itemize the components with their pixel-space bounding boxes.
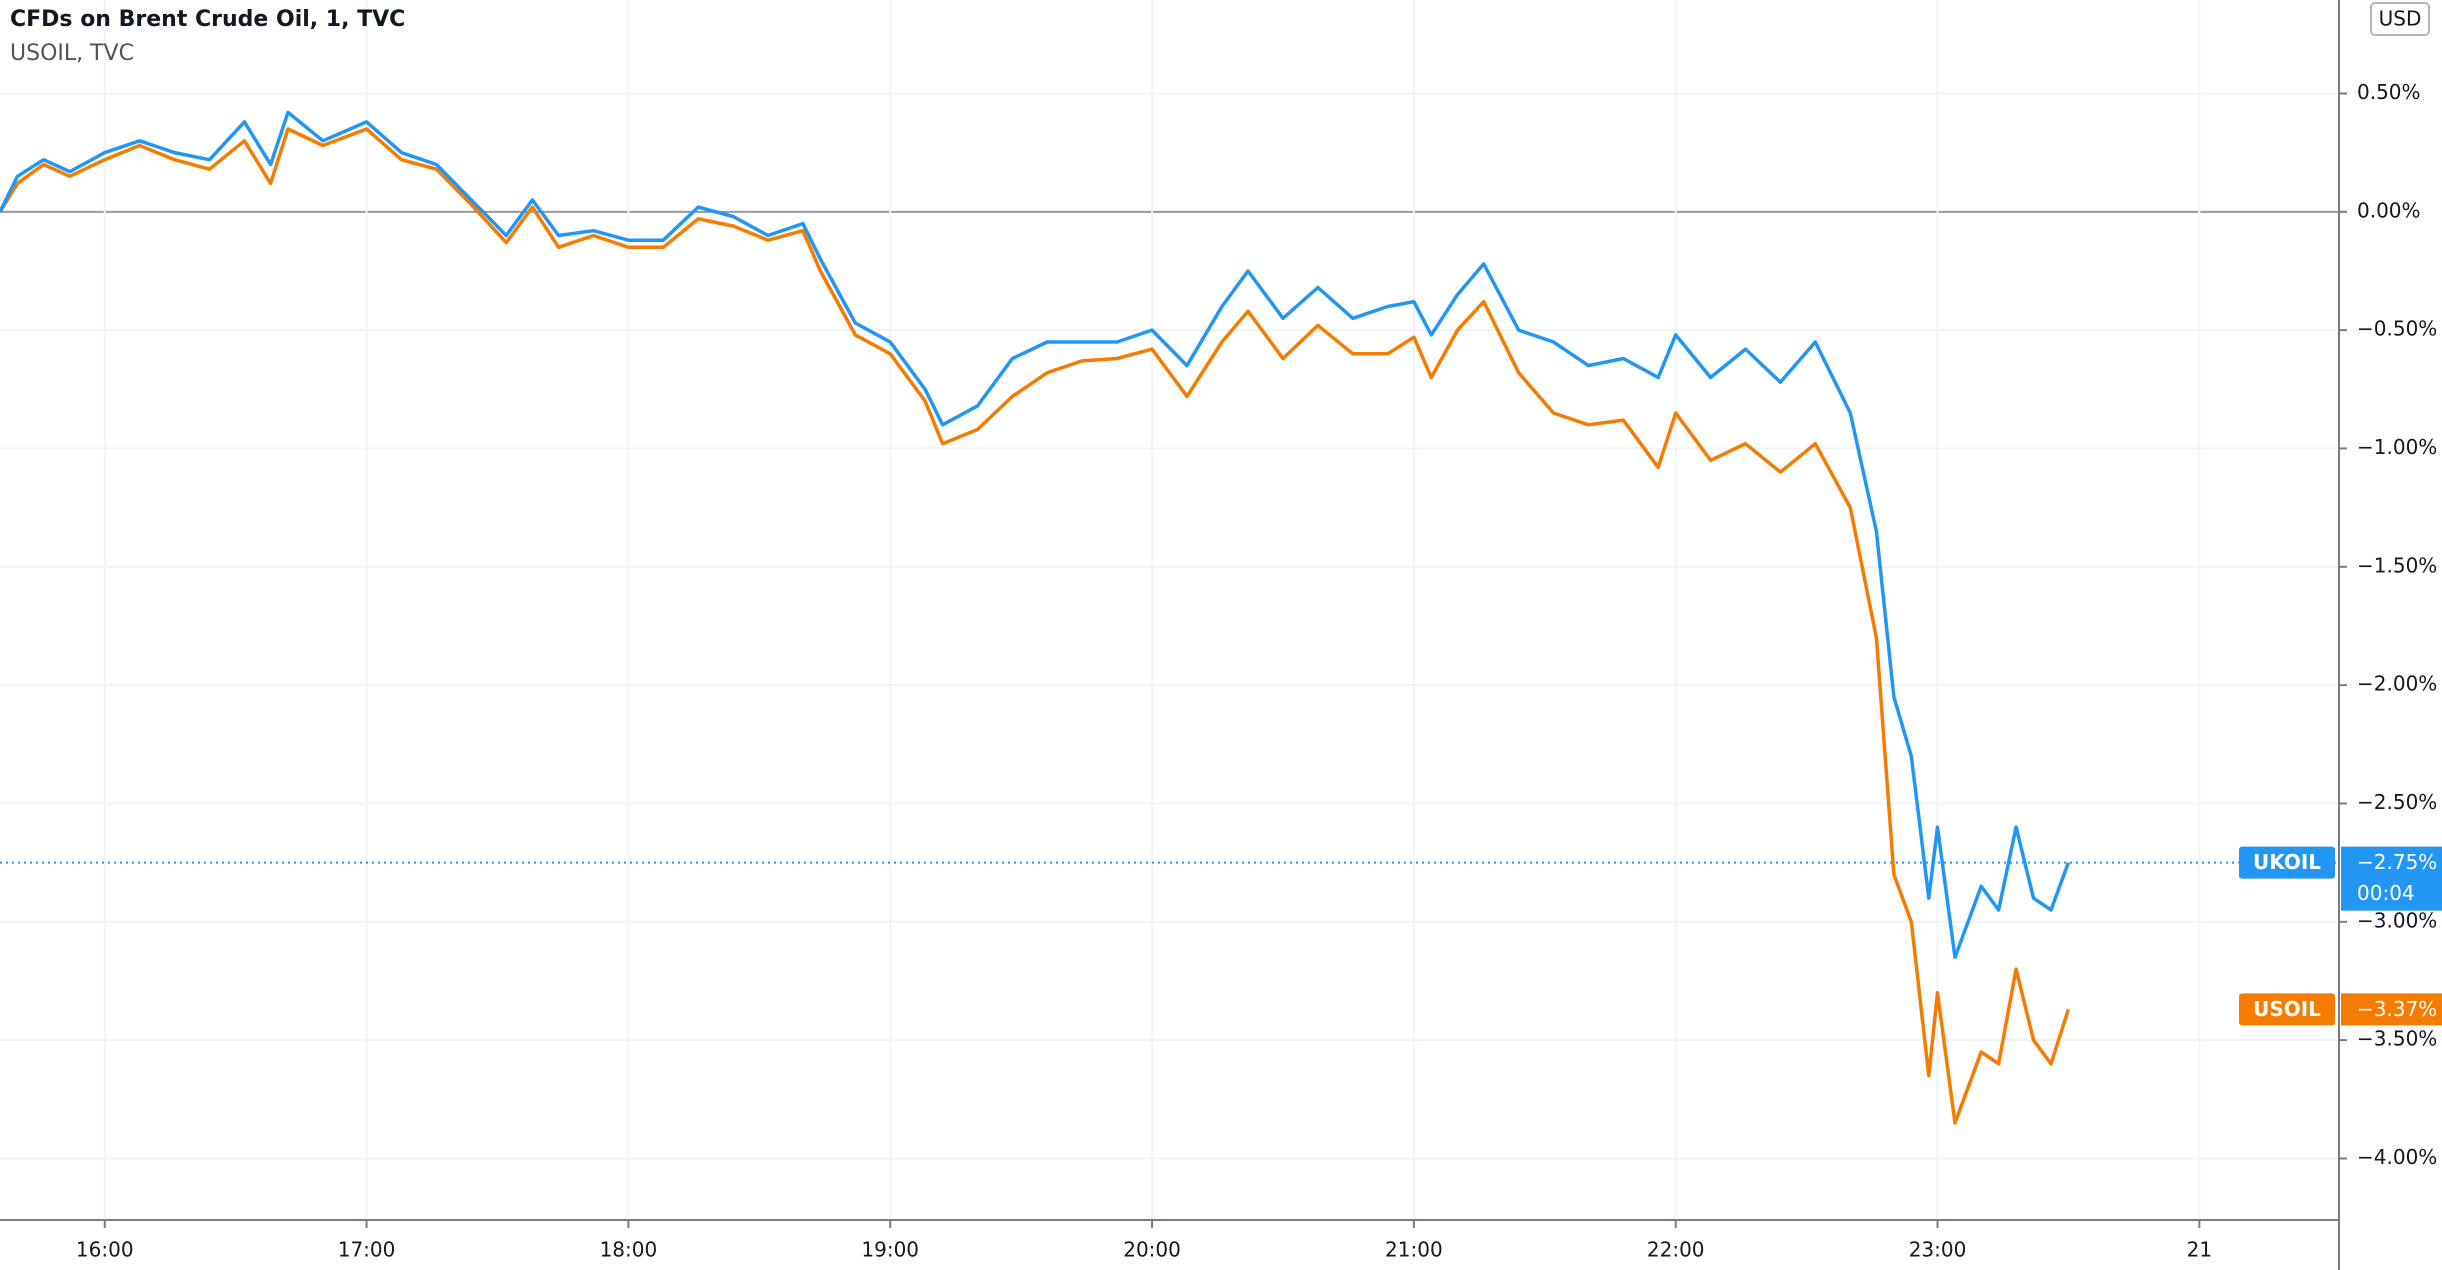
plot xyxy=(0,110,2339,1125)
y-tick-label: 0.00% xyxy=(2357,198,2421,222)
x-tick-label: 16:00 xyxy=(76,1238,134,1262)
x-tick-label: 22:00 xyxy=(1647,1238,1705,1262)
y-tick-label: −3.50% xyxy=(2357,1027,2437,1051)
x-tick-label: 21 xyxy=(2187,1238,2212,1262)
chart-title: CFDs on Brent Crude Oil, 1, TVC xyxy=(10,7,405,32)
currency-label[interactable]: USD xyxy=(2379,7,2422,31)
series-name: UKOIL xyxy=(2253,850,2321,874)
y-tick-label: −2.50% xyxy=(2357,790,2437,814)
labels: 0.50% 0.00% −0.50% −1.00% −1.50% −2.00% −2.50%… xyxy=(76,80,2442,1262)
x-tick-label: 20:00 xyxy=(1123,1238,1181,1262)
y-tick-label: −3.00% xyxy=(2357,908,2437,932)
countdown: 00:04 xyxy=(2357,881,2415,905)
x-tick-label: 18:00 xyxy=(600,1238,658,1262)
last-value-box xyxy=(2341,846,2442,911)
last-value-box xyxy=(2341,993,2442,1026)
x-tick-label: 19:00 xyxy=(861,1238,919,1262)
series-line xyxy=(0,110,2071,960)
currency-button[interactable] xyxy=(2370,2,2430,36)
y-tick-label: −4.00% xyxy=(2357,1145,2437,1169)
x-tick-label: 21:00 xyxy=(1385,1238,1443,1262)
last-value-label: −2.75% xyxy=(2357,850,2437,874)
grid xyxy=(0,0,2339,1220)
y-tick-label: −1.50% xyxy=(2357,553,2437,577)
y-tick-label: 0.50% xyxy=(2357,80,2421,104)
y-tick-label: −1.00% xyxy=(2357,435,2437,459)
series-name: USOIL xyxy=(2253,997,2321,1021)
series-name-box xyxy=(2239,993,2335,1026)
x-tick-label: 17:00 xyxy=(338,1238,396,1262)
series-name-box xyxy=(2239,846,2335,879)
x-tick-label: 23:00 xyxy=(1909,1238,1967,1262)
series-line xyxy=(0,127,2071,1125)
y-tick-label: −0.50% xyxy=(2357,317,2437,341)
chart-subtitle: USOIL, TVC xyxy=(10,41,134,66)
last-value-label: −3.37% xyxy=(2357,997,2437,1021)
y-tick-label: −2.00% xyxy=(2357,672,2437,696)
